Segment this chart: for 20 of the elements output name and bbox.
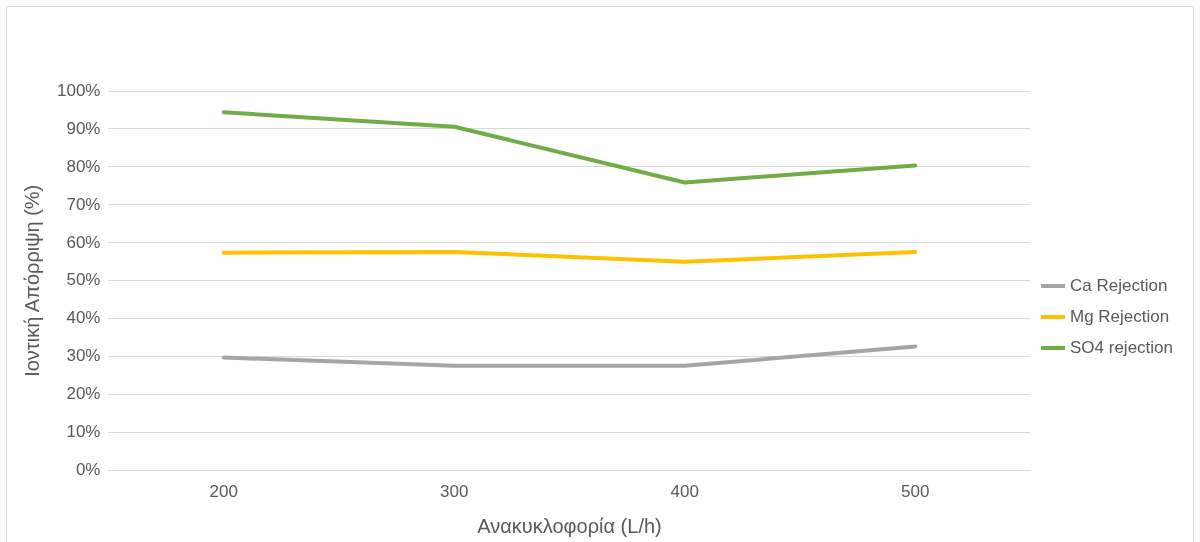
y-tick-label: 30% [66,346,101,366]
y-tick-label: 20% [66,384,101,404]
x-tick-label: 400 [670,482,699,502]
x-tick-label: 200 [209,482,238,502]
y-tick-label: 50% [66,270,101,290]
x-tick-label: 500 [901,482,930,502]
legend-label: Mg Rejection [1070,306,1170,326]
y-tick-label: 10% [66,422,101,442]
y-tick-label: 40% [66,308,101,328]
y-tick-label: 0% [75,460,101,480]
x-axis-title: Ανακυκλοφορία (L/h) [477,514,662,537]
y-tick-label: 70% [66,194,101,214]
y-tick-label: 90% [66,118,101,138]
y-tick-label: 60% [66,232,101,252]
legend-label: SO4 rejection [1070,337,1173,357]
x-tick-label: 300 [440,482,469,502]
legend-label: Ca Rejection [1070,275,1168,295]
y-tick-label: 80% [66,156,101,176]
y-axis-title: Ιοντική Απόρριψη (%) [20,184,43,377]
y-tick-label: 100% [57,80,101,100]
